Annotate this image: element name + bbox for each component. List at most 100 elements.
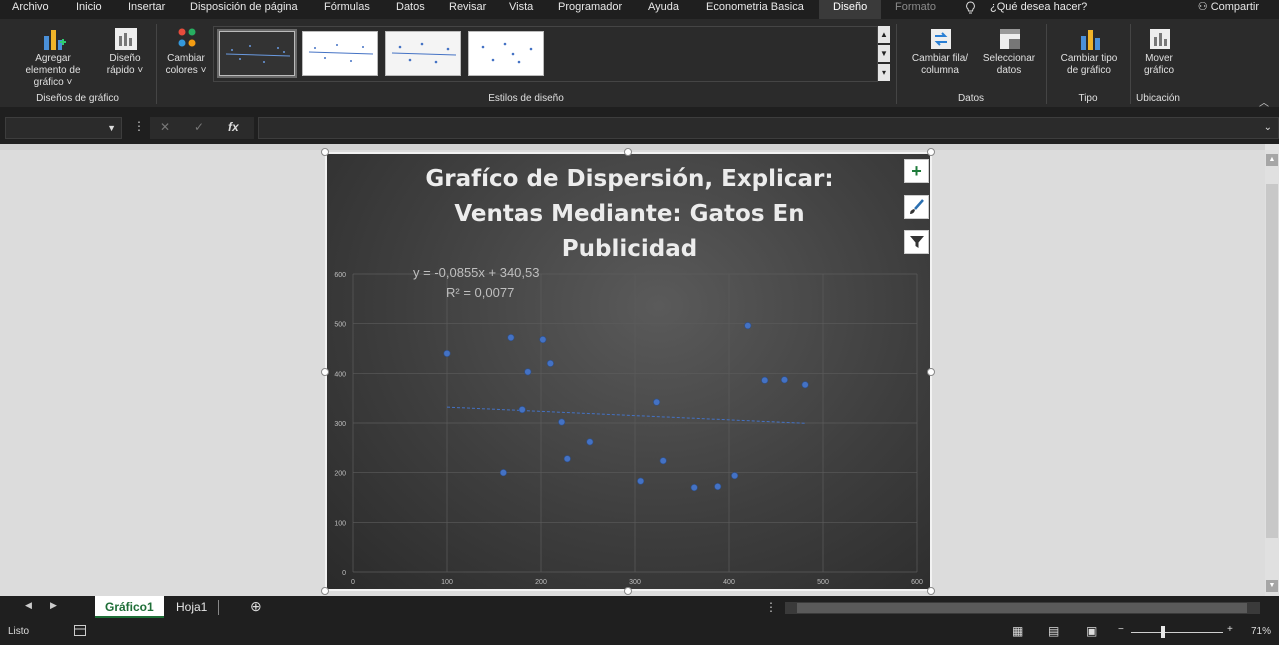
- data-point: [586, 438, 594, 446]
- resize-handle[interactable]: [927, 587, 935, 595]
- person-icon: ⚇: [1197, 1, 1211, 13]
- name-box-dropdown-icon[interactable]: ▼: [107, 123, 116, 133]
- prev-sheet-icon[interactable]: ◀: [25, 600, 32, 610]
- gallery-more-icon[interactable]: ▾: [878, 64, 890, 81]
- gallery-down-icon[interactable]: ▼: [878, 45, 890, 62]
- y-tick-label: 300: [334, 421, 346, 428]
- add-element-plus-icon[interactable]: +: [904, 159, 929, 183]
- zoom-slider-knob[interactable]: [1161, 626, 1165, 638]
- chart-filter-icon[interactable]: [904, 230, 929, 254]
- tab-datos[interactable]: Datos: [396, 1, 425, 13]
- cancel-icon[interactable]: ✕: [160, 120, 171, 134]
- tab-ayuda[interactable]: Ayuda: [648, 1, 679, 13]
- r-squared-label[interactable]: R² = 0,0077: [446, 285, 515, 300]
- sheet-tab-grafico1[interactable]: Gráfico1: [95, 596, 164, 618]
- quick-layout-button[interactable]: Diseño rápido ˅: [100, 20, 150, 77]
- tab-econometria[interactable]: Econometria Basica: [706, 1, 804, 13]
- resize-handle[interactable]: [321, 148, 329, 156]
- page-break-preview-icon[interactable]: ▣: [1086, 624, 1098, 638]
- chart-style-2[interactable]: [302, 31, 378, 76]
- tab-archivo[interactable]: Archivo: [12, 1, 49, 13]
- status-bar: Listo ▦ ▤ ▣ − + 71%: [0, 620, 1279, 645]
- scroll-down-icon[interactable]: ▼: [1266, 580, 1278, 592]
- formula-input[interactable]: ⌄: [258, 117, 1279, 139]
- add-chart-element-icon: [41, 26, 66, 50]
- switch-row-column-label: Cambiar fila/ columna: [911, 53, 969, 76]
- formula-tools: ✕ ✓ fx: [150, 117, 254, 139]
- data-point: [659, 457, 667, 465]
- trendline-equation[interactable]: y = -0,0855x + 340,53: [413, 265, 540, 280]
- next-sheet-icon[interactable]: ▶: [50, 600, 57, 610]
- data-point: [761, 376, 769, 384]
- tab-formato[interactable]: Formato: [895, 1, 936, 13]
- split-grip-icon[interactable]: ⋮: [765, 600, 777, 614]
- macro-record-icon[interactable]: [74, 625, 86, 639]
- page-layout-icon[interactable]: ▤: [1048, 624, 1060, 638]
- zoom-out-icon[interactable]: −: [1118, 624, 1124, 635]
- change-colors-button[interactable]: Cambiar colores ˅: [162, 20, 210, 77]
- move-chart-button[interactable]: Mover gráfico: [1134, 20, 1184, 77]
- resize-handle[interactable]: [624, 587, 632, 595]
- name-box[interactable]: ▼: [5, 117, 122, 139]
- resize-handle[interactable]: [927, 148, 935, 156]
- zoom-slider[interactable]: [1131, 632, 1223, 633]
- x-tick-label: 500: [817, 579, 829, 586]
- enter-icon[interactable]: ✓: [194, 120, 205, 134]
- chart-style-1[interactable]: [217, 29, 297, 78]
- tab-programador[interactable]: Programador: [558, 1, 623, 13]
- change-chart-type-icon: [1077, 26, 1101, 50]
- insert-function-icon[interactable]: fx: [228, 120, 239, 134]
- formula-bar-grip-icon[interactable]: ⋮: [133, 119, 145, 133]
- data-point: [731, 472, 739, 480]
- sheet-tab-hoja1[interactable]: Hoja1: [176, 600, 208, 614]
- horizontal-scrollbar[interactable]: [785, 602, 1260, 614]
- x-tick-label: 100: [441, 579, 453, 586]
- data-point: [518, 406, 526, 414]
- gallery-up-icon[interactable]: ▲: [878, 26, 890, 43]
- data-point: [637, 477, 645, 485]
- tab-disposicion[interactable]: Disposición de página: [190, 1, 298, 13]
- resize-handle[interactable]: [927, 368, 935, 376]
- ribbon-separator: [1130, 24, 1131, 104]
- collapse-ribbon-icon[interactable]: ︿: [1259, 98, 1269, 109]
- change-chart-type-button[interactable]: Cambiar tipo de gráfico: [1052, 20, 1126, 77]
- add-sheet-icon[interactable]: ⊕: [250, 598, 262, 614]
- chart-style-4[interactable]: [468, 31, 544, 76]
- resize-handle[interactable]: [321, 368, 329, 376]
- tab-formulas[interactable]: Fórmulas: [324, 1, 370, 13]
- resize-handle[interactable]: [624, 148, 632, 156]
- tell-me-search[interactable]: ¿Qué desea hacer?: [990, 1, 1088, 13]
- switch-row-column-icon: [928, 26, 952, 50]
- add-chart-element-button[interactable]: Agregar elemento de gráfico ˅: [6, 20, 100, 89]
- chart-style-3[interactable]: [385, 31, 461, 76]
- horizontal-scroll-thumb[interactable]: [797, 603, 1247, 613]
- tab-diseno[interactable]: Diseño: [819, 0, 882, 19]
- chart-title[interactable]: Grafíco de Dispersión, Explicar: Ventas …: [425, 166, 834, 262]
- chart-object[interactable]: Grafíco de Dispersión, Explicar: Ventas …: [325, 152, 932, 591]
- vertical-scrollbar[interactable]: ▲ ▼: [1265, 144, 1279, 596]
- normal-view-icon[interactable]: ▦: [1012, 624, 1024, 638]
- tab-insertar[interactable]: Insertar: [128, 1, 166, 13]
- change-colors-label: Cambiar colores ˅: [165, 53, 207, 76]
- data-point: [443, 349, 451, 357]
- tab-revisar[interactable]: Revisar: [449, 1, 487, 13]
- zoom-in-icon[interactable]: +: [1227, 624, 1233, 635]
- y-tick-label: 600: [334, 272, 346, 279]
- vertical-scroll-thumb[interactable]: [1266, 184, 1278, 538]
- y-tick-label: 100: [334, 520, 346, 527]
- share-button[interactable]: ⚇ Compartir: [1198, 0, 1259, 14]
- quick-layout-label: Diseño rápido ˅: [106, 53, 144, 76]
- scroll-up-icon[interactable]: ▲: [1266, 154, 1278, 166]
- data-point: [563, 455, 571, 463]
- expand-formula-icon[interactable]: ⌄: [1263, 122, 1272, 133]
- tab-inicio[interactable]: Inicio: [76, 1, 102, 13]
- tab-vista[interactable]: Vista: [509, 1, 534, 13]
- select-data-button[interactable]: Seleccionar datos: [978, 20, 1040, 77]
- switch-row-column-button[interactable]: Cambiar fila/ columna: [905, 20, 975, 77]
- ribbon-separator: [156, 24, 157, 104]
- chart-styles-brush-icon[interactable]: [904, 195, 929, 219]
- gallery-scroll[interactable]: ▲ ▼ ▾: [878, 26, 890, 82]
- zoom-level[interactable]: 71%: [1250, 626, 1271, 637]
- y-tick-label: 400: [334, 371, 346, 378]
- resize-handle[interactable]: [321, 587, 329, 595]
